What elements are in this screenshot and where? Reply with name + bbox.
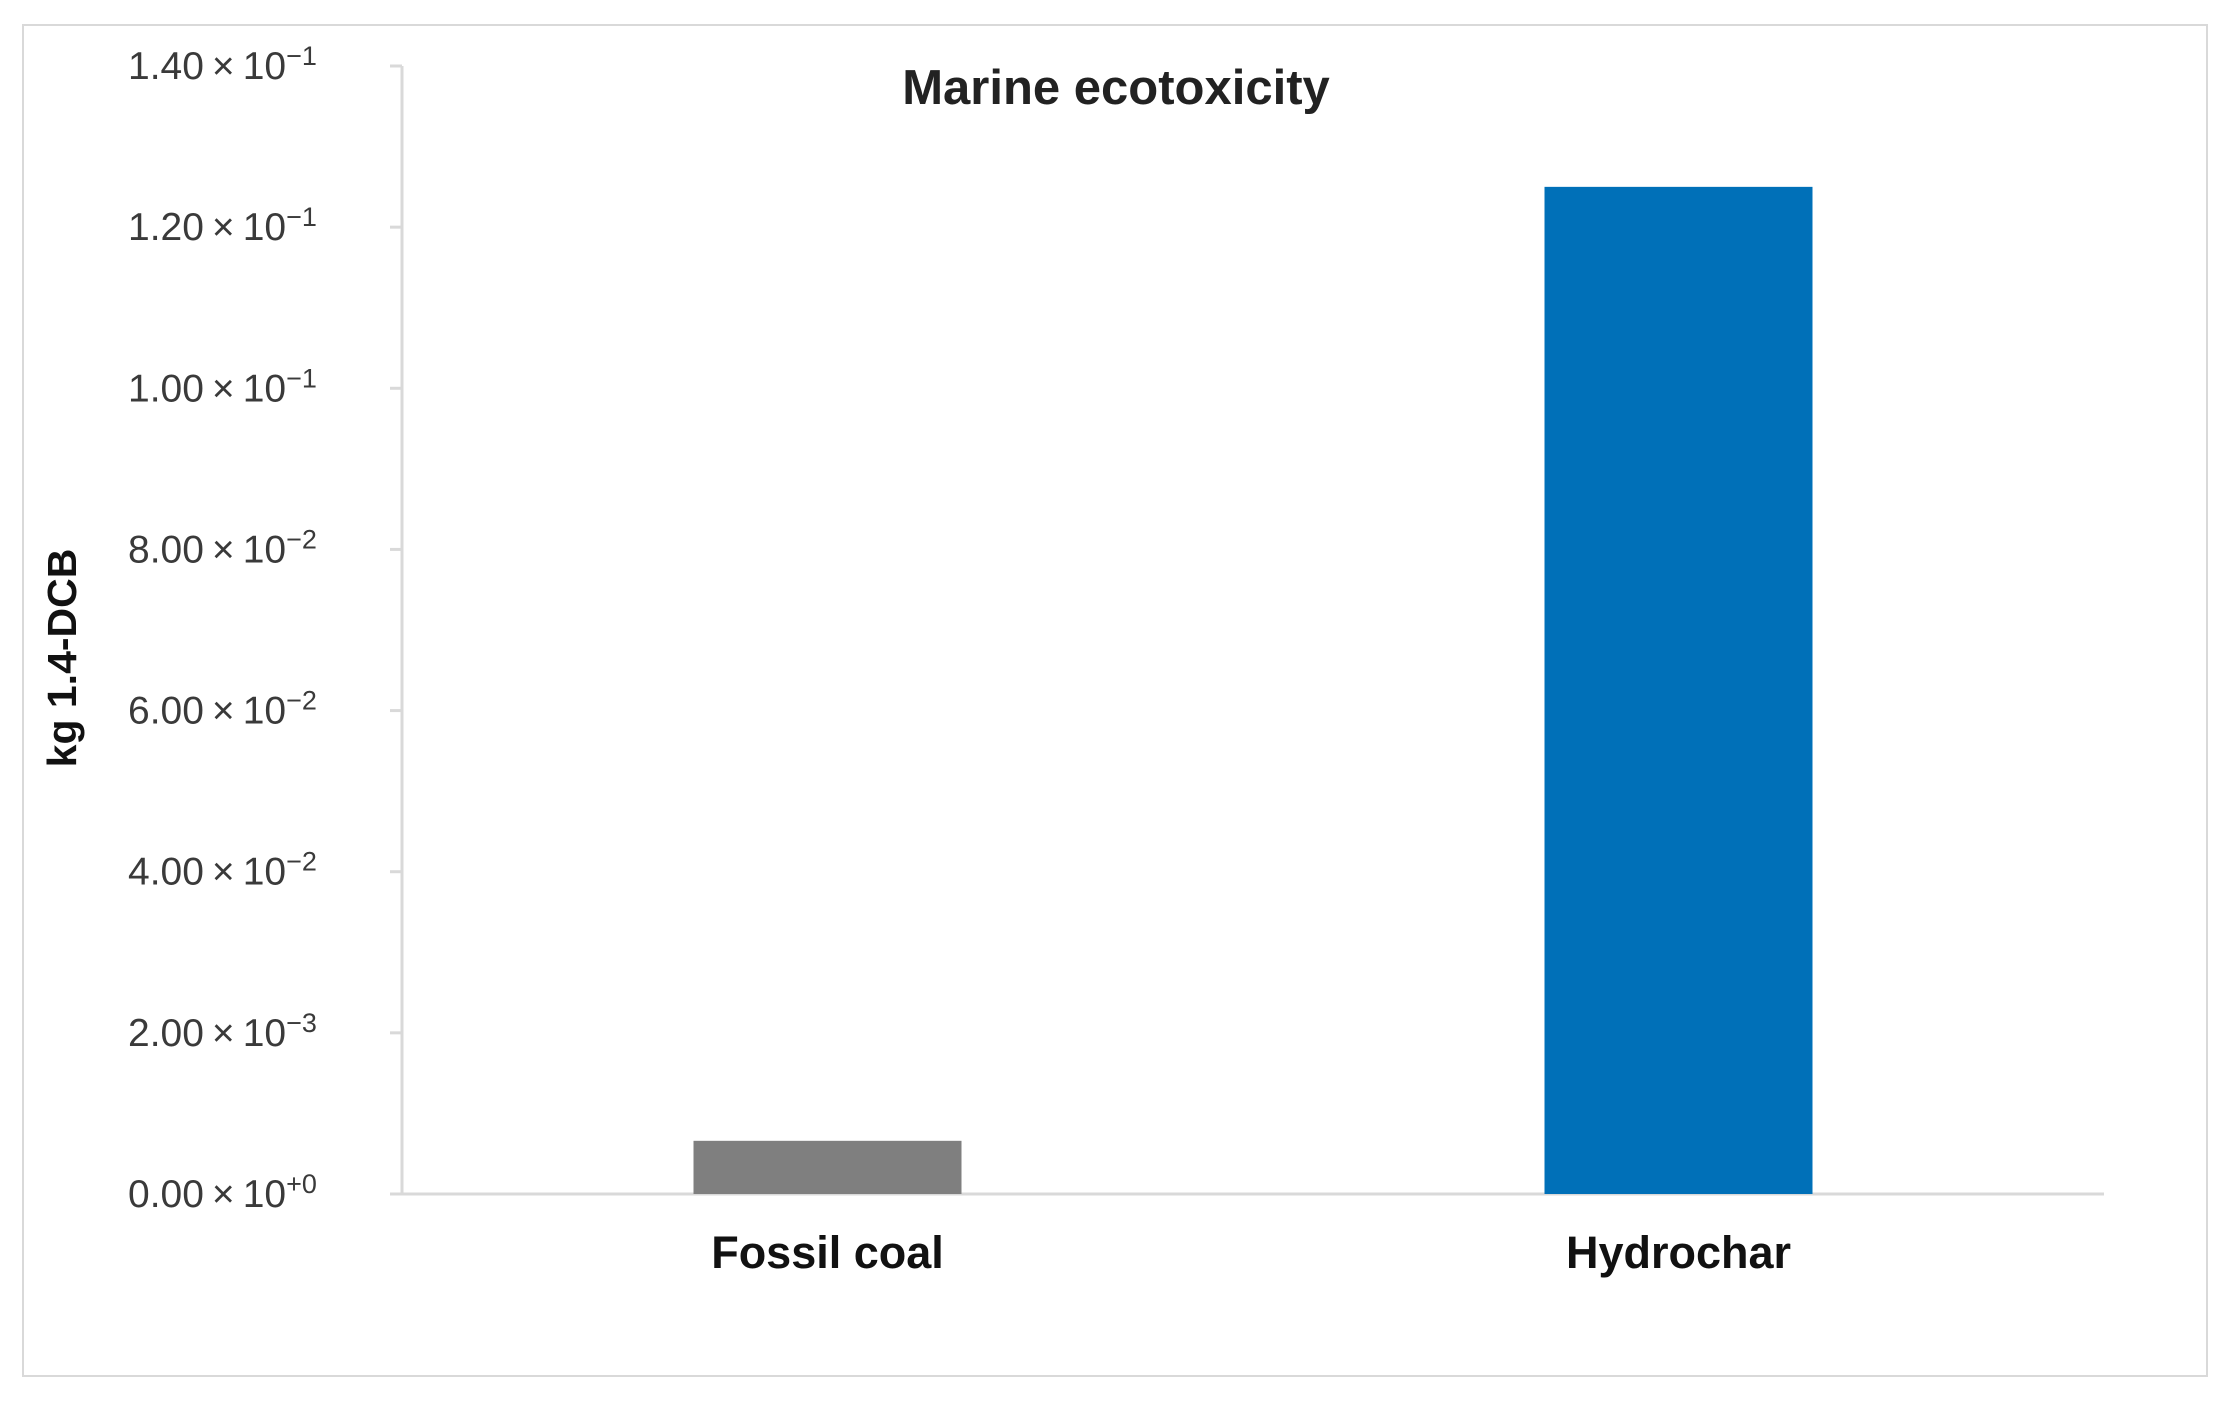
y-tick-exponent: −1 xyxy=(286,202,317,232)
y-tick-exponent: −2 xyxy=(286,524,317,554)
y-tick-label: 1.40 × 10−1 xyxy=(128,41,317,88)
bar-fossil-coal xyxy=(693,1140,962,1194)
y-tick-times: × xyxy=(212,690,235,733)
y-tick-label: 1.20 × 10−1 xyxy=(128,202,317,249)
y-tick-times: × xyxy=(212,1012,235,1055)
bar-hydrochar xyxy=(1544,186,1813,1194)
y-tick-base: 10 xyxy=(243,851,286,894)
y-tick-times: × xyxy=(212,1173,235,1216)
y-ticks: 0.00 × 10+02.00 × 10−34.00 × 10−26.00 × 10−28.00… xyxy=(128,41,402,1216)
y-tick-base: 10 xyxy=(243,690,286,733)
y-tick-mantissa: 1.20 xyxy=(128,206,204,249)
x-tick-label: Fossil coal xyxy=(711,1227,944,1278)
y-tick-mantissa: 4.00 xyxy=(128,851,204,894)
y-tick-times: × xyxy=(212,45,235,88)
y-tick-exponent: −2 xyxy=(286,847,317,877)
y-tick-base: 10 xyxy=(243,367,286,410)
y-tick-mantissa: 6.00 xyxy=(128,690,204,733)
y-tick-label: 1.00 × 10−1 xyxy=(128,363,317,410)
y-tick-exponent: −3 xyxy=(286,1008,317,1038)
y-tick-times: × xyxy=(212,528,235,571)
x-tick-label: Hydrochar xyxy=(1566,1227,1791,1278)
chart-frame: Marine ecotoxicity kg 1.4-DCB 0.00 × 10+0 2… xyxy=(22,24,2208,1377)
y-tick-label: 8.00 × 10−2 xyxy=(128,524,317,571)
y-tick-label: 4.00 × 10−2 xyxy=(128,847,317,894)
y-tick-base: 10 xyxy=(243,206,286,249)
x-tick-labels: Fossil coal Hydrochar xyxy=(711,1227,1791,1278)
y-tick-base: 10 xyxy=(243,528,286,571)
y-tick-mantissa: 1.40 xyxy=(128,45,204,88)
y-tick-times: × xyxy=(212,206,235,249)
y-tick-label: 0.00 × 10+0 xyxy=(128,1169,317,1216)
bar-chart: Marine ecotoxicity kg 1.4-DCB 0.00 × 10+02… xyxy=(39,41,2104,1278)
bars xyxy=(693,186,1813,1194)
y-tick-times: × xyxy=(212,851,235,894)
y-tick-mantissa: 1.00 xyxy=(128,367,204,410)
y-tick-exponent: −2 xyxy=(286,686,317,716)
y-tick-exponent: +0 xyxy=(286,1169,317,1199)
y-axis-label: kg 1.4-DCB xyxy=(39,549,85,768)
y-tick-base: 10 xyxy=(243,45,286,88)
y-tick-mantissa: 0.00 xyxy=(128,1173,204,1216)
y-tick-mantissa: 2.00 xyxy=(128,1012,204,1055)
y-tick-times: × xyxy=(212,367,235,410)
chart-title: Marine ecotoxicity xyxy=(902,61,1330,115)
y-tick-base: 10 xyxy=(243,1012,286,1055)
y-tick-exponent: −1 xyxy=(286,41,317,71)
y-tick-base: 10 xyxy=(243,1173,286,1216)
y-tick-label: 2.00 × 10−3 xyxy=(128,1008,317,1055)
y-tick-mantissa: 8.00 xyxy=(128,528,204,571)
y-tick-label: 6.00 × 10−2 xyxy=(128,686,317,733)
y-tick-exponent: −1 xyxy=(286,363,317,393)
